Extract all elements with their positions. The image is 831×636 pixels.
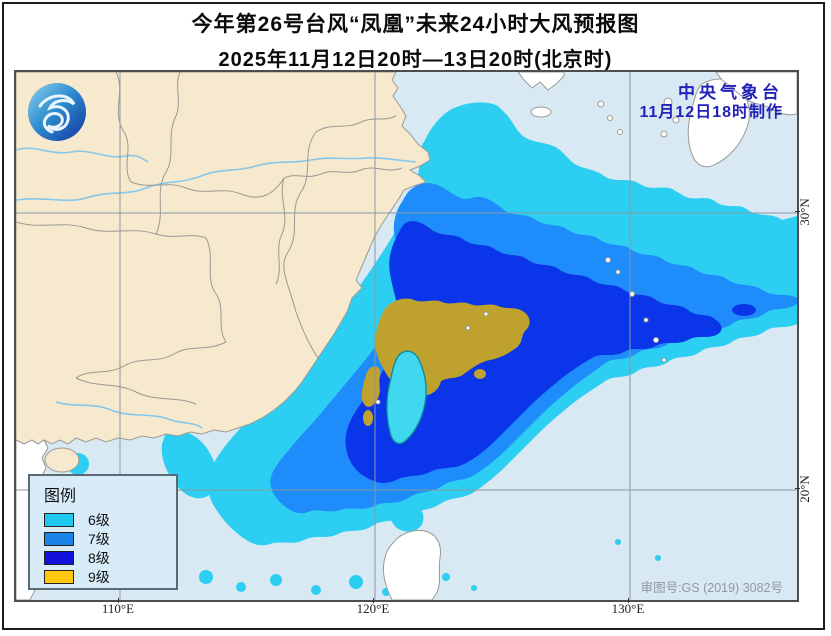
cma-logo <box>28 83 86 141</box>
title-block: 今年第26号台风“凤凰”未来24小时大风预报图 2025年11月12日20时—1… <box>0 8 831 72</box>
penghu-islet <box>375 399 381 405</box>
foreign-land <box>16 72 797 600</box>
tick-30n <box>795 211 800 212</box>
tick-110e <box>118 598 119 603</box>
forecast-map: 中央气象台 11月12日18时制作 审图号:GS (2019) 3082号 图例… <box>14 70 799 602</box>
xaxis-label-120e: 120°E <box>356 601 390 616</box>
yaxis-label-20n: 20°N <box>797 475 812 503</box>
legend-label-7: 7级 <box>88 530 110 547</box>
page-title: 今年第26号台风“凤凰”未来24小时大风预报图 <box>191 13 640 36</box>
legend-item-6: 6级 <box>44 510 176 529</box>
luzon-island <box>383 529 441 600</box>
legend-label-6: 6级 <box>88 511 110 528</box>
legend-label-8: 8级 <box>88 549 110 566</box>
xaxis-label-110e: 110°E <box>101 601 135 616</box>
xaxis-label-130e: 130°E <box>611 601 645 616</box>
tick-120e <box>373 598 374 603</box>
image-border <box>2 2 825 630</box>
legend-item-7: 7级 <box>44 529 176 548</box>
legend-title: 图例 <box>44 488 77 505</box>
agency-name: 中央气象台 <box>678 83 783 102</box>
legend-item-8: 8级 <box>44 548 176 567</box>
legend-swatch-8 <box>44 550 74 565</box>
tick-20n <box>795 488 800 489</box>
tick-130e <box>628 598 629 603</box>
yaxis-label-30n: 30°N <box>797 198 812 226</box>
legend-label-9: 9级 <box>88 568 110 585</box>
rivers <box>16 147 417 429</box>
legend-swatch-6 <box>44 512 74 527</box>
legend-item-9: 9级 <box>44 567 176 586</box>
legend-box: 图例 6级 7级 8级 9级 <box>28 474 178 590</box>
page-subtitle: 2025年11月12日20时—13日20时(北京时) <box>218 49 613 71</box>
issue-time: 11月12日18时制作 <box>639 104 783 122</box>
jeju-island <box>530 106 552 118</box>
agency-credit: 中央气象台 11月12日18时制作 <box>639 82 783 123</box>
legend-swatch-9 <box>44 569 74 584</box>
province-boundaries <box>16 72 403 405</box>
taiwan-island <box>386 350 427 445</box>
legend-swatch-7 <box>44 531 74 546</box>
hainan-island <box>44 447 80 473</box>
map-license-number: 审图号:GS (2019) 3082号 <box>640 581 783 595</box>
